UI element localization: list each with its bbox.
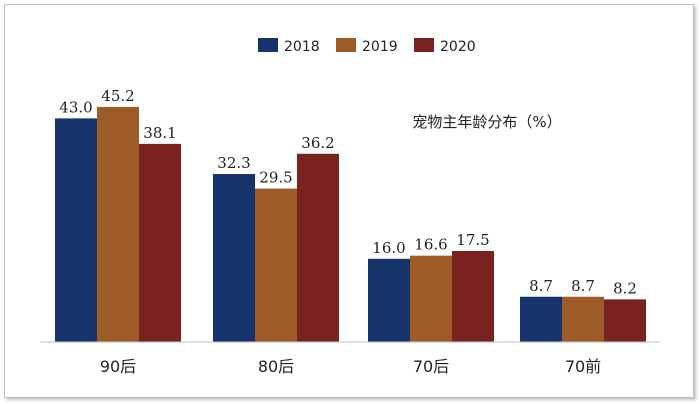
bars-group	[55, 106, 646, 343]
data-label-2019-1: 29.5	[259, 169, 292, 187]
legend-swatch-2018	[258, 38, 278, 52]
bar-2019-3	[562, 296, 604, 342]
data-label-2019-3: 8.7	[571, 277, 595, 295]
data-label-2018-2: 16.0	[372, 239, 405, 257]
bar-2019-1	[255, 188, 297, 342]
data-label-2018-1: 32.3	[217, 154, 250, 172]
legend-swatch-2019	[336, 38, 356, 52]
bar-2020-1	[297, 153, 339, 342]
legend-label-2019: 2019	[362, 39, 398, 55]
bar-2018-3	[520, 296, 562, 342]
legend: 2018 2019 2020	[258, 38, 476, 55]
data-label-2020-3: 8.2	[613, 279, 637, 297]
data-label-2020-1: 36.2	[301, 134, 334, 152]
bar-2019-0	[97, 106, 139, 343]
bar-2018-1	[213, 174, 255, 342]
data-label-2019-0: 45.2	[101, 87, 134, 105]
data-label-2019-2: 16.6	[414, 236, 447, 254]
bar-2020-3	[604, 299, 646, 342]
legend-swatch-2020	[414, 38, 434, 52]
data-label-2018-3: 8.7	[529, 277, 553, 295]
data-label-2020-2: 17.5	[456, 231, 489, 249]
chart-title: 宠物主年龄分布（%）	[412, 113, 561, 131]
bar-2018-0	[55, 118, 97, 343]
x-tick-label-1: 80后	[258, 357, 294, 376]
bar-2019-2	[410, 255, 452, 342]
legend-label-2020: 2020	[440, 39, 476, 55]
bar-2020-0	[139, 143, 181, 342]
x-tick-label-3: 70前	[565, 357, 601, 376]
data-label-2018-0: 43.0	[59, 98, 92, 116]
legend-label-2018: 2018	[284, 39, 320, 55]
data-label-2020-0: 38.1	[143, 124, 176, 142]
x-tick-label-0: 90后	[100, 357, 136, 376]
x-tick-labels: 90后 80后 70后 70前	[100, 357, 601, 376]
x-tick-label-2: 70后	[413, 357, 449, 376]
data-labels-group: 43.0 45.2 38.1 32.3 29.5 36.2 16.0 16.6 17.5 8.7 8…	[59, 87, 637, 297]
bar-2018-2	[368, 258, 410, 342]
bar-2020-2	[452, 251, 494, 342]
